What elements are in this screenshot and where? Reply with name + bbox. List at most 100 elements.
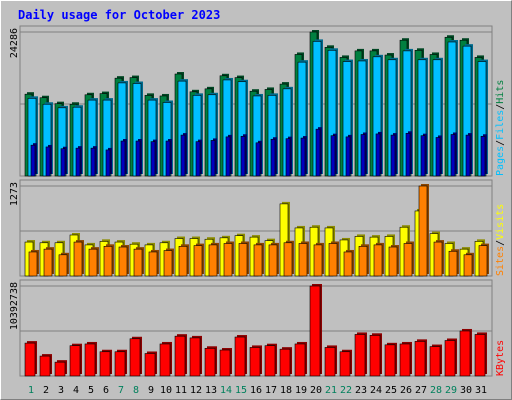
kbytes-bar [354, 332, 367, 377]
sites-bar [58, 252, 69, 277]
pages-bar [60, 146, 67, 177]
sites-bar [73, 240, 84, 277]
x-tick-label: 13 [205, 385, 217, 396]
sites-bar [238, 241, 249, 277]
pages-bar [120, 139, 127, 177]
visits-panel-ymax-label: 1273 [9, 182, 20, 206]
x-tick-label: 11 [175, 385, 187, 396]
pages-bar [135, 139, 142, 177]
sites-bar [268, 242, 279, 277]
x-tick-label: 16 [250, 385, 262, 396]
legend-kbytes: KBytes [495, 340, 506, 376]
visits-panel-gridlines [20, 185, 492, 232]
hits-panel-bars [24, 30, 488, 177]
kbytes-bar [84, 341, 97, 377]
x-tick-label: 8 [133, 385, 139, 396]
x-tick-label: 29 [445, 385, 457, 396]
legend-hits: Hits [495, 80, 506, 104]
kbytes-bar [324, 345, 337, 377]
x-tick-label: 15 [235, 385, 247, 396]
legend-visits: Visits [495, 204, 506, 240]
sites-bar [373, 242, 384, 277]
kbytes-bar [114, 349, 127, 377]
sites-bar [28, 249, 39, 277]
pages-bar [420, 133, 427, 177]
x-axis-day-labels: 1 2 3 4 5 6 7 8 9 10 11 12 13 14 15 16 17 18 19 20 21 22 23 24 2… [28, 385, 487, 396]
kbytes-bar [189, 335, 202, 377]
kbytes-bar [69, 343, 82, 377]
pages-bar [315, 127, 322, 177]
pages-bar [360, 132, 367, 177]
kbytes-bar [249, 345, 262, 377]
kbytes-bar [414, 339, 427, 377]
x-tick-label: 2 [43, 385, 49, 396]
kbytes-panel-ymax-label: 10392738 [9, 282, 20, 330]
legend-separator: / [495, 240, 506, 246]
kbytes-bar [294, 341, 307, 377]
x-tick-label: 7 [118, 385, 124, 396]
kbytes-panel-legend: KBytes [495, 340, 506, 376]
kbytes-bar [369, 333, 382, 377]
legend-pages: Pages [495, 146, 506, 176]
x-tick-label: 26 [400, 385, 412, 396]
sites-bar [88, 247, 99, 277]
sites-bar [298, 241, 309, 277]
kbytes-bar [384, 342, 397, 377]
x-tick-label: 20 [310, 385, 322, 396]
kbytes-bar [279, 347, 292, 377]
x-tick-label: 4 [73, 385, 79, 396]
x-tick-label: 9 [148, 385, 154, 396]
visits-panel-legend: Sites/Visits [495, 204, 506, 276]
sites-bar [448, 249, 459, 277]
sites-bar [403, 241, 414, 277]
pages-bar [300, 136, 307, 177]
legend-sites: Sites [495, 246, 506, 276]
x-tick-label: 31 [475, 385, 487, 396]
x-tick-label: 24 [370, 385, 382, 396]
pages-bar [435, 135, 442, 177]
x-tick-label: 27 [415, 385, 427, 396]
pages-bar [45, 144, 52, 177]
sites-bar [103, 244, 114, 277]
kbytes-panel-bars [24, 284, 487, 377]
sites-bar [328, 241, 339, 277]
sites-bar [163, 248, 174, 277]
x-tick-label: 3 [58, 385, 64, 396]
visits-panel-bars [24, 184, 489, 277]
kbytes-bar [129, 336, 142, 377]
kbytes-bar [174, 334, 187, 377]
x-tick-label: 28 [430, 385, 442, 396]
sites-bar [148, 249, 159, 277]
kbytes-bar [339, 349, 352, 377]
sites-bar [208, 242, 219, 277]
kbytes-panel-gridlines [20, 285, 492, 332]
kbytes-bar [99, 349, 112, 377]
kbytes-bar [399, 341, 412, 377]
x-tick-label: 21 [325, 385, 337, 396]
x-tick-label: 30 [460, 385, 472, 396]
hits-panel-ymax-label: 24286 [9, 28, 20, 58]
sites-bar [253, 242, 264, 277]
x-tick-label: 10 [160, 385, 172, 396]
x-tick-label: 22 [340, 385, 352, 396]
sites-bar [283, 240, 294, 277]
sites-bar [343, 249, 354, 277]
legend-separator: / [495, 140, 506, 146]
x-tick-label: 25 [385, 385, 397, 396]
kbytes-bar [144, 351, 157, 377]
pages-bar [405, 131, 412, 177]
sites-bar [358, 244, 369, 277]
kbytes-bar [459, 328, 472, 377]
kbytes-bar [204, 346, 217, 377]
sites-bar [313, 242, 324, 277]
pages-bar [90, 146, 97, 177]
kbytes-bar [219, 348, 232, 377]
pages-bar [390, 133, 397, 177]
x-tick-label: 23 [355, 385, 367, 396]
kbytes-bar [429, 344, 442, 377]
sites-bar [388, 245, 399, 277]
pages-bar [480, 134, 487, 177]
pages-bar [210, 138, 217, 177]
sites-bar [133, 247, 144, 277]
kbytes-bar [309, 284, 322, 377]
